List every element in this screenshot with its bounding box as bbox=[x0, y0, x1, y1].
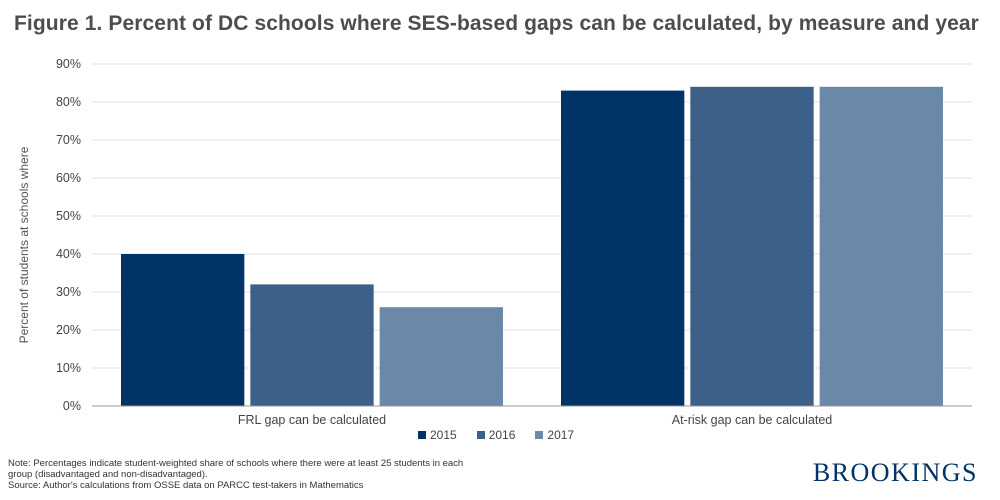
y-tick-label: 70% bbox=[56, 133, 81, 147]
bar-2016-at-risk bbox=[690, 86, 814, 407]
legend-swatch-2017 bbox=[535, 431, 544, 439]
x-category-labels: FRL gap can be calculated At-risk gap can… bbox=[238, 413, 832, 427]
bar-2016-frl bbox=[250, 284, 374, 406]
bar-2017-frl bbox=[379, 307, 503, 406]
y-tick-label: 0% bbox=[63, 399, 81, 413]
legend-item-2015: 2015 bbox=[418, 428, 457, 442]
legend-label-2017: 2017 bbox=[547, 428, 575, 442]
y-tick-label: 10% bbox=[56, 361, 81, 375]
note-line-1: Note: Percentages indicate student-weigh… bbox=[8, 458, 464, 469]
legend-item-2017: 2017 bbox=[535, 428, 574, 442]
x-category-label: FRL gap can be calculated bbox=[238, 413, 386, 427]
y-tick-label: 90% bbox=[56, 57, 81, 71]
y-tick-label: 30% bbox=[56, 285, 81, 299]
source-line: Source: Author's calculations from OSSE … bbox=[8, 480, 364, 491]
bar-2017-at-risk bbox=[819, 86, 943, 407]
legend-swatch-2016 bbox=[476, 431, 485, 439]
y-tick-label: 60% bbox=[56, 171, 81, 185]
legend-swatch-2015 bbox=[418, 431, 426, 439]
y-tick-labels: 0% 10% 20% 30% 40% 50% 60% 70% 80% 90% bbox=[56, 57, 81, 413]
bar-2015-frl bbox=[121, 254, 245, 406]
legend-label-2015: 2015 bbox=[430, 428, 457, 442]
chart-note: Note: Percentages indicate student-weigh… bbox=[8, 458, 463, 491]
legend-label-2016: 2016 bbox=[488, 428, 516, 442]
legend: 2015 2016 2017 bbox=[418, 428, 574, 442]
chart-title: Figure 1. Percent of DC schools where SE… bbox=[14, 12, 979, 35]
x-category-label: At-risk gap can be calculated bbox=[672, 413, 833, 427]
bars bbox=[121, 86, 943, 407]
brookings-logo: BROOKINGS bbox=[812, 458, 978, 487]
y-tick-label: 50% bbox=[56, 209, 81, 223]
note-line-2: group (disadvantaged and non-disadvantag… bbox=[8, 469, 208, 480]
y-tick-label: 40% bbox=[56, 247, 81, 261]
legend-item-2016: 2016 bbox=[476, 428, 516, 442]
y-tick-label: 20% bbox=[56, 323, 81, 337]
bar-2015-at-risk bbox=[561, 90, 685, 406]
y-tick-label: 80% bbox=[56, 95, 81, 109]
